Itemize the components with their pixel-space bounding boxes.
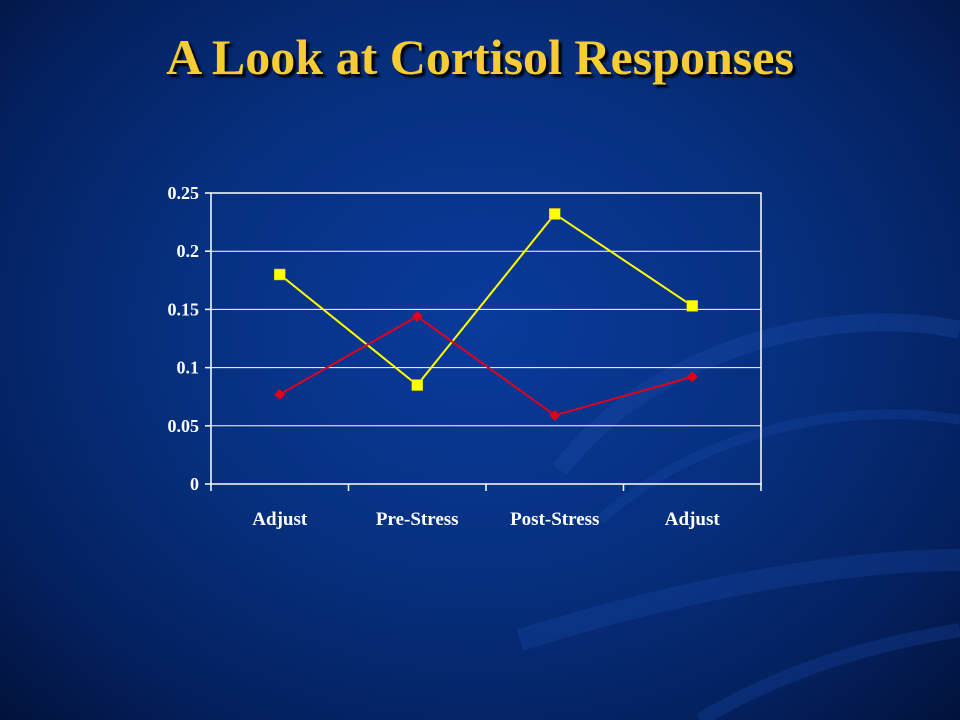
y-tick-label: 0.1	[177, 358, 200, 378]
series-2-point	[686, 371, 698, 383]
series-1-point	[274, 268, 286, 281]
series-line-2	[279, 315, 693, 417]
slide-title: A Look at Cortisol Responses	[166, 29, 794, 85]
series-line-1	[279, 212, 693, 387]
series-2-point	[274, 388, 286, 400]
x-category-label: Pre-Stress	[376, 509, 459, 530]
y-tick-label: 0	[190, 474, 199, 494]
x-category-label: Adjust	[252, 509, 308, 530]
x-category-label: Post-Stress	[510, 509, 599, 530]
series-1-point	[686, 300, 698, 312]
y-tick-label: 0.2	[177, 241, 200, 261]
y-tick-label: 0.15	[168, 299, 200, 319]
y-tick-label: 0.05	[168, 416, 200, 436]
series-2-point	[411, 310, 423, 322]
plot-area-frame	[210, 192, 762, 485]
series-1-point	[549, 208, 561, 220]
x-category-label: Adjust	[665, 509, 721, 530]
series-2-point	[549, 409, 561, 421]
series-1-point	[411, 379, 423, 391]
y-tick-label: 0.25	[168, 183, 200, 203]
